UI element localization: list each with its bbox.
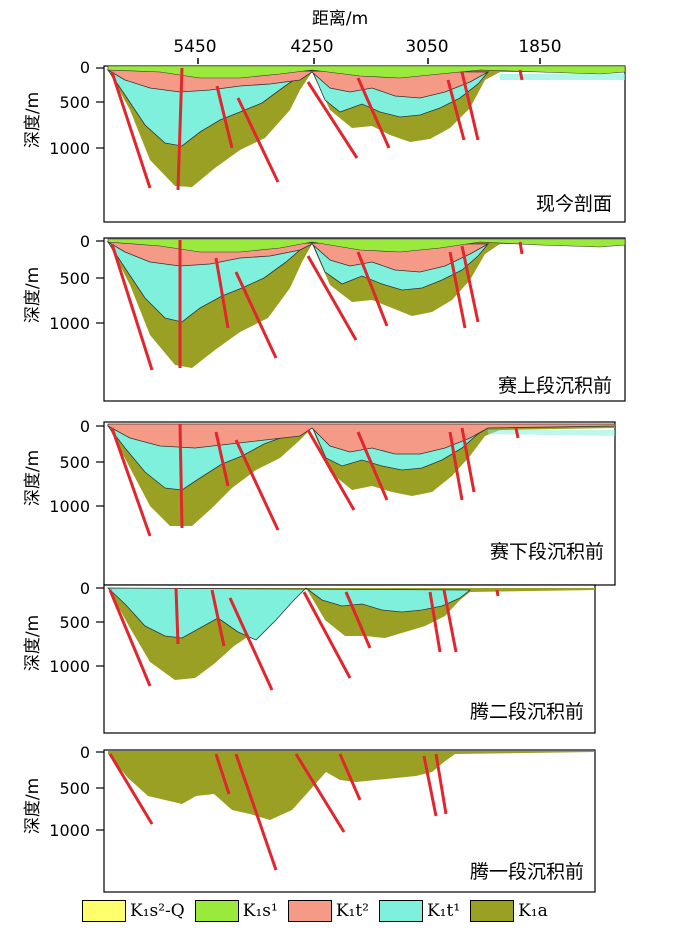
legend-item-k1t2: K₁t²: [287, 900, 369, 922]
panel-caption: 腾二段沉积前: [470, 701, 584, 723]
y-tick: 0: [80, 743, 90, 762]
y-axis: 0 500 1000 深度/m: [23, 232, 104, 333]
legend-swatch: [470, 900, 515, 922]
legend: K₁s²-Q K₁s¹ K₁t² K₁t¹ K₁a: [82, 900, 548, 922]
fault-lines: [110, 240, 524, 371]
panel-before-upper-saihantala: 0 500 1000 深度/m 赛上段沉积前: [23, 232, 626, 402]
fault-lines: [110, 423, 520, 537]
legend-item-k1a: K₁a: [470, 900, 548, 922]
y-axis-label: 深度/m: [23, 450, 43, 506]
y-tick: 500: [59, 453, 90, 472]
y-tick: 500: [59, 269, 90, 288]
y-axis-label: 深度/m: [23, 615, 43, 671]
legend-item-k1t1: K₁t¹: [378, 900, 461, 922]
layer-K1s1: [107, 65, 626, 79]
panel-before-tenggeer-2: 0 500 1000 深度/m 腾二段沉积前: [23, 579, 596, 734]
y-tick: 500: [59, 613, 90, 632]
layer-K1a: [108, 751, 595, 820]
y-tick: 1000: [49, 314, 90, 333]
y-axis-label: 深度/m: [23, 267, 43, 323]
distance-tick: 4250: [290, 37, 333, 57]
y-tick: 500: [59, 93, 90, 112]
panel-caption: 赛上段沉积前: [498, 375, 612, 397]
legend-label: K₁s¹: [242, 901, 278, 921]
legend-item-k1s1: K₁s¹: [194, 900, 278, 922]
legend-label: K₁t¹: [426, 901, 461, 921]
fault-lines: [108, 753, 448, 871]
y-tick: 500: [59, 779, 90, 798]
y-tick: 0: [80, 579, 90, 598]
distance-tick: 3050: [405, 37, 448, 57]
y-tick: 0: [80, 232, 90, 251]
panel-before-lower-saihantala: 0 500 1000 深度/m 赛下段沉积前: [23, 417, 616, 586]
y-axis: 0 500 1000 深度/m: [23, 58, 104, 158]
legend-swatch: [287, 900, 332, 922]
distance-tick: 1850: [518, 37, 561, 57]
legend-swatch: [82, 900, 126, 922]
y-tick: 1000: [49, 139, 90, 158]
y-tick: 0: [80, 58, 90, 77]
distance-axis-title: 距离/m: [312, 9, 368, 29]
legend-swatch: [194, 900, 239, 922]
fault-lines: [108, 587, 500, 691]
legend-swatch: [378, 900, 423, 922]
panel-present: 0 500 1000 深度/m 现今剖面: [23, 58, 626, 223]
panel-before-tenggeer-1: 0 500 1000 深度/m 腾一段沉积前: [23, 743, 596, 893]
panel-caption: 现今剖面: [536, 193, 612, 215]
panel-caption: 赛下段沉积前: [490, 541, 604, 563]
y-axis-label: 深度/m: [23, 778, 43, 834]
fault-lines: [110, 67, 524, 191]
y-axis: 0 500 1000 深度/m: [23, 743, 104, 840]
layer-K1s1: [107, 238, 626, 253]
y-axis: 0 500 1000 深度/m: [23, 417, 104, 516]
y-tick: 1000: [49, 497, 90, 516]
distance-axis: 5450 4250 3050 1850: [173, 37, 562, 64]
y-tick: 1000: [49, 657, 90, 676]
y-axis: 0 500 1000 深度/m: [23, 579, 104, 676]
legend-label: K₁t²: [335, 901, 369, 921]
distance-tick: 5450: [173, 37, 216, 57]
panel-caption: 腾一段沉积前: [470, 861, 584, 883]
y-tick: 1000: [49, 821, 90, 840]
legend-item-k1s2q: K₁s²-Q: [82, 900, 185, 922]
y-tick: 0: [80, 417, 90, 436]
legend-label: K₁s²-Q: [130, 901, 185, 921]
y-axis-label: 深度/m: [23, 92, 43, 148]
legend-label: K₁a: [518, 901, 548, 921]
